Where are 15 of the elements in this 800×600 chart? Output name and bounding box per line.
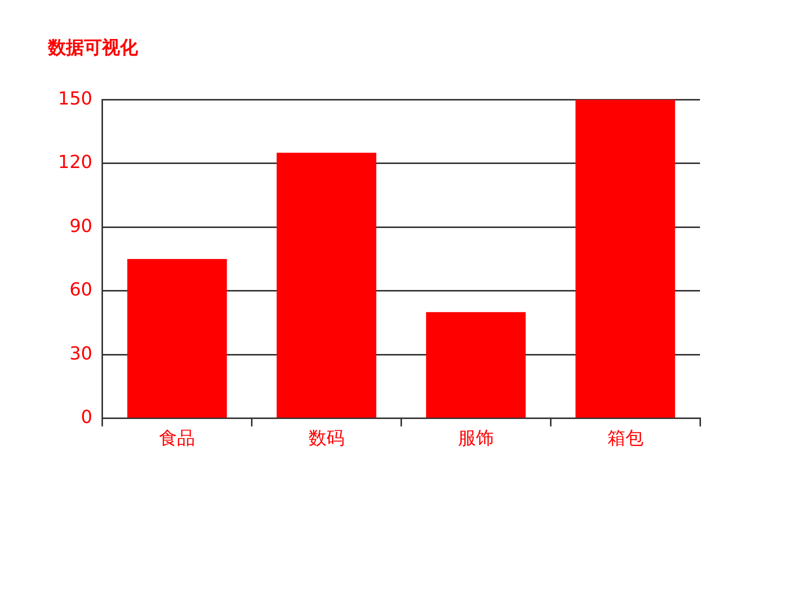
x-tick-label: 食品 <box>159 428 196 449</box>
y-tick-label: 120 <box>58 152 92 174</box>
y-tick-label: 90 <box>69 216 92 237</box>
y-tick-label: 150 <box>58 88 92 110</box>
x-tick-label: 箱包 <box>607 428 644 449</box>
x-tick-label: 服饰 <box>458 428 494 449</box>
bar <box>127 259 227 418</box>
bar <box>426 312 526 418</box>
y-tick-label: 30 <box>69 343 92 364</box>
y-tick-label: 0 <box>80 407 92 428</box>
chart-title: 数据可视化 <box>47 37 139 58</box>
y-tick-label: 60 <box>69 280 92 301</box>
bar <box>575 100 676 418</box>
x-tick-label: 数码 <box>308 428 344 449</box>
bar <box>276 152 376 418</box>
